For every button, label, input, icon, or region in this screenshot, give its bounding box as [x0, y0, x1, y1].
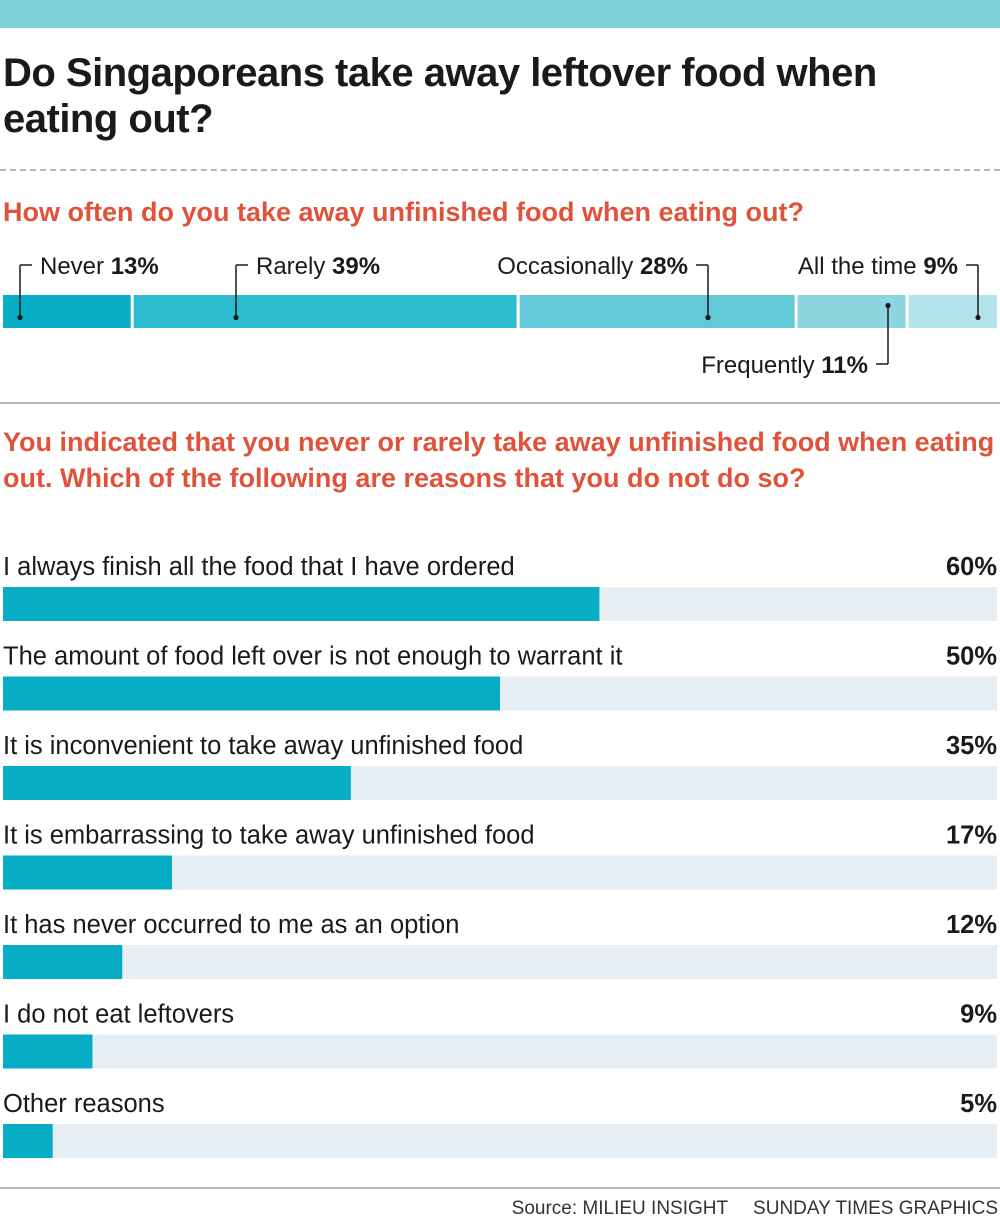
section-divider	[0, 402, 1000, 404]
leader-dot-frequently	[885, 302, 891, 309]
category-label-row-7: Other reasons	[3, 1090, 165, 1118]
leader-dot-all-the-time	[975, 314, 981, 321]
category-label-row-6: I do not eat leftovers	[3, 1001, 234, 1029]
segment-occasionally	[519, 295, 795, 328]
segment-name-frequently: Frequently	[701, 352, 821, 379]
value-label-row-1: 60%	[946, 553, 997, 581]
segment-frequently	[797, 295, 906, 328]
footer-divider	[0, 1187, 1000, 1189]
page-title: Do Singaporeans take away leftover food …	[3, 51, 877, 141]
reasons-bar-chart: I always finish all the food that I have…	[3, 553, 997, 1158]
segment-value-rarely: 39%	[332, 253, 380, 280]
value-label-row-4: 17%	[946, 822, 997, 850]
bar-row-5	[3, 945, 123, 979]
bar-row-3	[3, 766, 351, 800]
category-label-row-3: It is inconvenient to take away unfinish…	[3, 732, 523, 760]
question-1-title: How often do you take away unfinished fo…	[3, 197, 805, 227]
segment-name-occasionally: Occasionally	[497, 253, 640, 280]
leader-dot-never	[17, 314, 23, 321]
value-label-row-5: 12%	[946, 911, 997, 939]
top-accent-strip	[0, 0, 1000, 28]
value-label-row-6: 9%	[960, 1001, 997, 1029]
bar-row-6	[3, 1034, 93, 1069]
frequency-stacked-bar-chart: Never 13% Rarely 39% Occasionally 28% Frequ…	[3, 253, 997, 379]
graphics-credit: SUNDAY TIMES GRAPHICS	[753, 1198, 998, 1219]
value-label-row-7: 5%	[960, 1090, 997, 1118]
bar-track-row-5	[3, 945, 997, 979]
segment-value-all-the-time: 9%	[923, 253, 958, 280]
category-label-row-4: It is embarrassing to take away unfinish…	[3, 822, 535, 850]
leader-dot-rarely	[233, 314, 239, 321]
bar-row-2	[3, 676, 500, 711]
category-label-row-2: The amount of food left over is not enou…	[3, 643, 622, 671]
segment-value-never: 13%	[111, 253, 159, 280]
value-label-row-2: 50%	[946, 643, 997, 671]
bar-row-7	[3, 1124, 53, 1158]
source-credit: Source: MILIEU INSIGHT SUNDAY TIMES GRAP…	[512, 1197, 998, 1221]
segment-label-never: Never 13%	[40, 253, 159, 280]
bar-row-1	[3, 587, 600, 621]
segment-value-frequently: 11%	[821, 352, 868, 379]
segment-never	[3, 295, 131, 328]
segment-label-occasionally: Occasionally 28%	[497, 253, 688, 280]
title-divider	[0, 169, 1000, 171]
segment-label-all-the-time: All the time 9%	[798, 253, 958, 280]
source-text: Source: MILIEU INSIGHT	[511, 1198, 728, 1219]
segment-rarely	[133, 295, 517, 328]
segment-label-rarely: Rarely 39%	[256, 253, 380, 280]
category-label-row-5: It has never occurred to me as an option	[3, 911, 459, 939]
segment-name-rarely: Rarely	[256, 253, 332, 280]
segment-name-all-the-time: All the time	[798, 253, 923, 280]
bar-track-row-6	[3, 1034, 997, 1069]
segment-name-never: Never	[40, 253, 111, 280]
bar-row-4	[3, 855, 172, 890]
leader-dot-occasionally	[705, 314, 711, 321]
value-label-row-3: 35%	[946, 732, 997, 760]
bar-track-row-7	[3, 1124, 997, 1158]
segment-label-frequently: Frequently 11%	[701, 352, 868, 379]
question-2-title: You indicated that you never or rarely t…	[3, 427, 995, 493]
segment-all-the-time	[908, 295, 997, 328]
category-label-row-1: I always finish all the food that I have…	[3, 553, 515, 581]
segment-value-occasionally: 28%	[640, 253, 688, 280]
